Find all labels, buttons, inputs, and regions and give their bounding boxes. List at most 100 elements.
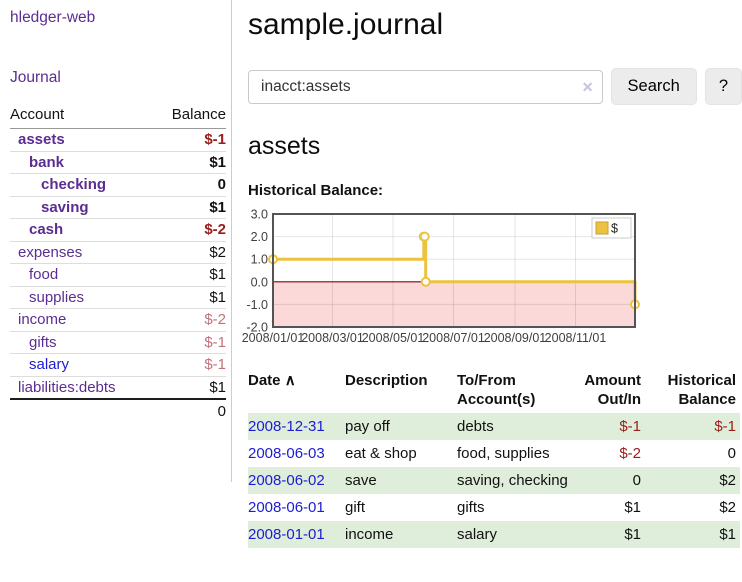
sidebar: hledger-web Journal Account Balance asse… xyxy=(0,0,232,482)
account-balance: $2 xyxy=(152,240,226,264)
transaction-date-link[interactable]: 2008-01-01 xyxy=(248,526,325,543)
account-balance: $1 xyxy=(152,195,226,219)
transaction-balance-cell: $1 xyxy=(719,526,736,543)
transaction-date-cell: 2008-06-02 xyxy=(248,467,345,494)
date-column-header[interactable]: Date ∧ xyxy=(248,369,345,413)
accounts-tbody: assets $-1 bank $1 checking 0 saving $1 cash $-2 e… xyxy=(10,129,226,399)
account-link[interactable]: food xyxy=(29,266,59,283)
historical-balance-column-header: Historical Balance xyxy=(645,369,740,413)
x-axis-tick-label: 2008/01/01 xyxy=(242,331,305,345)
sort-ascending-icon: ∧ xyxy=(284,372,296,389)
account-name-cell: salary xyxy=(10,353,153,376)
account-link[interactable]: checking xyxy=(41,176,107,193)
account-balance: 0 xyxy=(152,173,226,196)
transaction-description-cell: gift xyxy=(345,499,366,516)
search-box: ✕ xyxy=(248,69,603,104)
account-balance: $-1 xyxy=(152,353,226,376)
amount-header-line1: Amount xyxy=(584,372,641,389)
data-point-marker xyxy=(420,276,431,287)
historical-balance-chart: 3.0 2.0 1.0 0.0 -1.0 -2.02008/01/012008/03/01… xyxy=(242,208,640,345)
account-balance: $1 xyxy=(152,285,226,309)
transaction-description-cell: save xyxy=(345,472,377,489)
account-balance: $-2 xyxy=(152,218,226,241)
account-link[interactable]: bank xyxy=(29,153,65,171)
account-link[interactable]: assets xyxy=(18,131,65,148)
account-row: liabilities:debts $1 xyxy=(10,375,226,399)
accounts-total-row: 0 xyxy=(10,398,226,423)
register-row: 2008-12-31 pay off debts $-1 $-1 xyxy=(248,413,740,440)
main-content: sample.journal ✕ Search ? assets Histori… xyxy=(242,0,742,548)
account-link[interactable]: saving xyxy=(41,198,89,216)
register-row: 2008-06-01 gift gifts $1 $2 xyxy=(248,494,740,521)
transaction-accounts-cell: food, supplies xyxy=(457,445,550,462)
transaction-description-cell: income xyxy=(345,526,394,543)
search-help-button[interactable]: ? xyxy=(704,68,742,105)
balance-column-header: Balance xyxy=(152,104,226,129)
account-name-cell: income xyxy=(10,308,153,331)
account-link[interactable]: liabilities:debts xyxy=(18,378,116,396)
account-name-cell: bank xyxy=(10,150,153,174)
transaction-date-link[interactable]: 2008-12-31 xyxy=(248,418,325,435)
transaction-balance-cell: $2 xyxy=(719,499,736,516)
account-row: cash $-2 xyxy=(10,218,226,241)
y-axis-tick-label: 0.0 xyxy=(251,275,268,289)
transaction-date-cell: 2008-01-01 xyxy=(248,521,345,548)
negative-region xyxy=(273,281,635,327)
clear-search-icon[interactable]: ✕ xyxy=(581,78,594,95)
search-input[interactable] xyxy=(248,69,603,104)
account-name-cell: checking xyxy=(10,173,153,196)
account-row: bank $1 xyxy=(10,150,226,174)
account-row: saving $1 xyxy=(10,195,226,219)
transaction-accounts-cell: saving, checking xyxy=(457,472,568,489)
transaction-amount-cell: 0 xyxy=(632,472,641,489)
transaction-date-link[interactable]: 2008-06-01 xyxy=(248,499,325,516)
y-axis-tick-label: 3.0 xyxy=(251,208,268,222)
balance-header-line1: Historical xyxy=(667,372,736,389)
search-button[interactable]: Search xyxy=(610,68,697,105)
account-link[interactable]: gifts xyxy=(29,333,57,351)
register-row: 2008-06-02 save saving, checking 0 $2 xyxy=(248,467,740,494)
register-table: Date ∧ Description To/From Account(s) Am… xyxy=(248,369,740,548)
account-row: income $-2 xyxy=(10,308,226,331)
accounts-header-line2: Account(s) xyxy=(457,391,536,408)
register-row: 2008-06-03 eat & shop food, supplies $-2 0 xyxy=(248,440,740,467)
description-column-header: Description xyxy=(345,372,428,389)
account-name-cell: expenses xyxy=(10,240,153,264)
x-axis-tick-label: 2008/09/01 xyxy=(484,331,547,345)
accounts-total-value: 0 xyxy=(152,398,226,423)
transaction-date-cell: 2008-06-01 xyxy=(248,494,345,521)
accounts-total-spacer xyxy=(10,398,153,423)
register-tbody: 2008-12-31 pay off debts $-1 $-1 2008-06-03 ea… xyxy=(248,413,740,548)
account-balance: $-1 xyxy=(204,131,226,148)
transaction-balance-cell: $2 xyxy=(719,472,736,489)
y-axis-tick-label: 2.0 xyxy=(251,230,268,244)
account-link[interactable]: supplies xyxy=(29,288,85,306)
account-row: salary $-1 xyxy=(10,353,226,376)
account-row: supplies $1 xyxy=(10,285,226,309)
legend-label: $ xyxy=(611,222,618,236)
account-link[interactable]: salary xyxy=(29,356,70,373)
journal-link[interactable]: Journal xyxy=(10,69,61,86)
accounts-table: Account Balance assets $-1 bank $1 checking 0… xyxy=(10,104,226,423)
chart-heading: Historical Balance: xyxy=(248,182,384,199)
account-name-cell: supplies xyxy=(10,285,153,309)
account-row: expenses $2 xyxy=(10,240,226,264)
x-axis-tick-label: 2008/05/01 xyxy=(362,331,425,345)
account-link[interactable]: expenses xyxy=(18,243,83,261)
transaction-accounts-cell: gifts xyxy=(457,499,485,516)
account-row: checking 0 xyxy=(10,173,226,196)
amount-column-header: Amount Out/In xyxy=(575,369,645,413)
transaction-date-link[interactable]: 2008-06-03 xyxy=(248,445,325,462)
register-header-row: Date ∧ Description To/From Account(s) Am… xyxy=(248,369,740,413)
account-name-cell: food xyxy=(10,263,153,286)
accounts-header-line1: To/From xyxy=(457,372,516,389)
account-link[interactable]: income xyxy=(18,311,67,328)
account-name-cell: assets xyxy=(10,129,153,152)
account-name-cell: saving xyxy=(10,195,153,219)
account-row: gifts $-1 xyxy=(10,330,226,354)
plot-border xyxy=(272,213,636,328)
account-link[interactable]: cash xyxy=(29,221,64,238)
transaction-date-link[interactable]: 2008-06-02 xyxy=(248,472,325,489)
account-row: food $1 xyxy=(10,263,226,286)
